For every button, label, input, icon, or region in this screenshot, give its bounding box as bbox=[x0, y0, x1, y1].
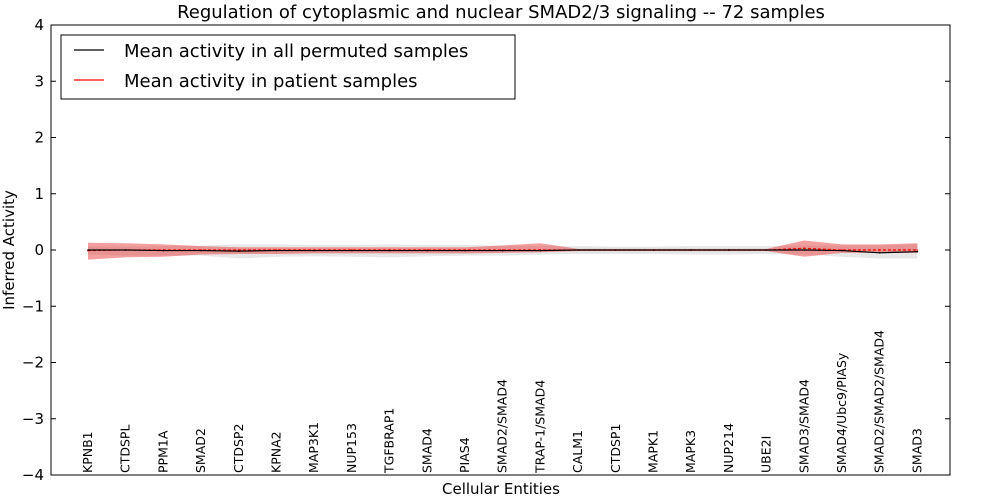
category-label: PPM1A bbox=[155, 430, 170, 473]
y-axis-label: Inferred Activity bbox=[0, 190, 18, 310]
legend-label-permuted: Mean activity in all permuted samples bbox=[124, 41, 468, 62]
point-permuted bbox=[803, 249, 806, 251]
category-label: SMAD4/Ubc9/PIASy bbox=[834, 352, 849, 473]
y-tick-label: −3 bbox=[22, 410, 44, 428]
category-label: CTDSPL bbox=[118, 425, 133, 473]
y-axis-ticks: −4 −3 −2 −1 0 1 2 3 4 bbox=[22, 16, 950, 484]
point-permuted bbox=[87, 249, 89, 251]
category-label: MAPK3 bbox=[683, 430, 698, 473]
y-tick-label: 4 bbox=[34, 16, 44, 34]
category-label: NUP153 bbox=[344, 423, 359, 473]
category-label: SMAD2/SMAD4 bbox=[495, 379, 510, 473]
y-tick-label: −2 bbox=[22, 354, 44, 372]
point-permuted bbox=[652, 249, 655, 251]
point-permuted bbox=[690, 249, 692, 251]
category-label: SMAD3/SMAD4 bbox=[796, 379, 811, 473]
point-permuted bbox=[501, 249, 504, 252]
point-permuted bbox=[275, 249, 278, 252]
category-label: SMAD3 bbox=[909, 428, 924, 473]
y-tick-label: 1 bbox=[34, 185, 44, 203]
category-label: CALM1 bbox=[570, 430, 585, 473]
category-label: KPNA2 bbox=[269, 431, 284, 473]
y-tick-label: 2 bbox=[34, 129, 44, 147]
y-tick-label: 3 bbox=[34, 72, 44, 90]
chart-title: Regulation of cytoplasmic and nuclear SM… bbox=[177, 2, 825, 23]
point-permuted bbox=[200, 249, 202, 252]
y-tick-label: −4 bbox=[22, 466, 44, 484]
point-permuted bbox=[426, 249, 429, 252]
legend-box bbox=[60, 34, 516, 100]
legend-label-patient: Mean activity in patient samples bbox=[124, 71, 418, 92]
point-permuted bbox=[916, 250, 919, 253]
point-permuted bbox=[351, 249, 353, 252]
category-label: CTDSP1 bbox=[608, 424, 623, 473]
point-permuted bbox=[313, 249, 316, 252]
category-label: MAPK1 bbox=[646, 430, 661, 473]
category-label: KPNB1 bbox=[80, 431, 95, 473]
point-patient bbox=[803, 247, 806, 250]
point-permuted bbox=[464, 249, 466, 252]
x-axis-label: Cellular Entities bbox=[442, 480, 560, 498]
point-permuted bbox=[615, 249, 617, 251]
category-label: PIAS4 bbox=[457, 437, 472, 473]
category-label: UBE2I bbox=[759, 436, 774, 473]
point-patient bbox=[916, 249, 919, 251]
point-patient bbox=[238, 249, 240, 251]
point-permuted bbox=[238, 250, 240, 252]
category-label: TGFBRAP1 bbox=[382, 408, 397, 474]
point-permuted bbox=[124, 249, 127, 251]
category-label: MAP3K1 bbox=[306, 422, 321, 473]
category-label: SMAD2/SMAD2/SMAD4 bbox=[872, 330, 887, 473]
category-label: SMAD2 bbox=[193, 428, 208, 473]
category-label: SMAD4 bbox=[419, 428, 434, 473]
point-permuted bbox=[841, 249, 843, 252]
legend: Mean activity in all permuted samples Me… bbox=[60, 34, 516, 100]
plot-area bbox=[50, 24, 951, 476]
point-permuted bbox=[728, 249, 730, 251]
point-permuted bbox=[388, 249, 391, 252]
y-tick-label: −1 bbox=[22, 297, 44, 315]
point-permuted bbox=[878, 252, 881, 254]
y-tick-label: 0 bbox=[34, 241, 44, 259]
category-label: TRAP-1/SMAD4 bbox=[532, 380, 547, 474]
category-label: NUP214 bbox=[721, 423, 736, 473]
category-label: CTDSP2 bbox=[231, 424, 246, 473]
point-permuted bbox=[577, 249, 579, 251]
point-patient bbox=[878, 249, 881, 251]
point-permuted bbox=[539, 249, 542, 252]
point-permuted bbox=[162, 249, 165, 252]
point-permuted bbox=[765, 249, 768, 251]
series-lines bbox=[87, 247, 919, 254]
category-labels: KPNB1 CTDSPL PPM1A SMAD2 CTDSP2 KPNA2 MAP3K1 NU… bbox=[80, 330, 924, 474]
